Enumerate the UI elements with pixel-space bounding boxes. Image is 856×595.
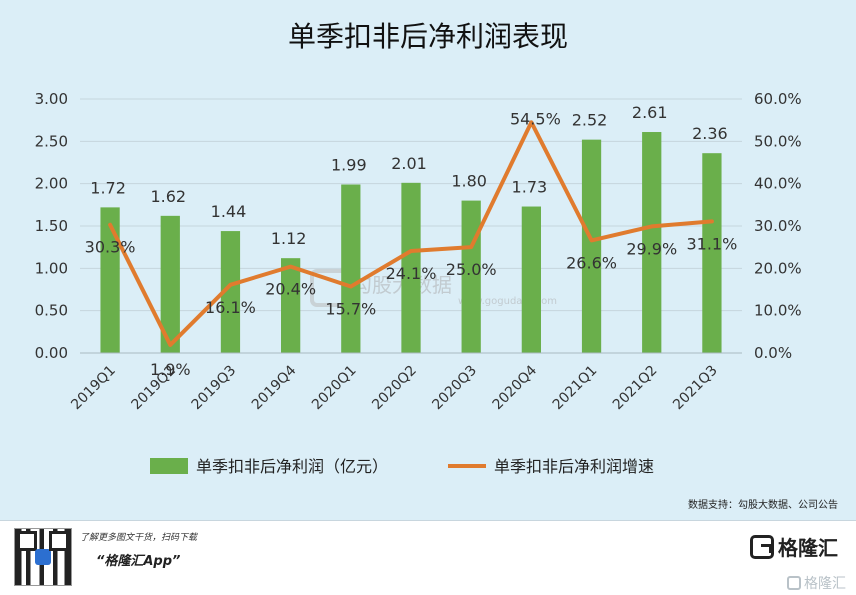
y2-tick-label: 30.0% bbox=[754, 217, 802, 235]
qr-code-icon bbox=[14, 528, 72, 586]
bar-value-label: 1.72 bbox=[90, 178, 126, 197]
bar-value-label: 2.01 bbox=[391, 154, 427, 173]
brand-watermark: 格隆汇 bbox=[787, 573, 846, 593]
bar bbox=[220, 231, 241, 353]
bar bbox=[281, 258, 301, 353]
bar bbox=[341, 184, 361, 353]
bar bbox=[401, 182, 421, 353]
x-tick-label: 2020Q3 bbox=[429, 363, 480, 414]
watermark-url: www.gogudata.com bbox=[458, 296, 557, 307]
chart-panel: 单季扣非后净利润表现 勾股大数据 www.gogudata.com 1.721.… bbox=[35, 20, 838, 511]
line-value-label: 54.5% bbox=[510, 109, 561, 128]
line-value-label: 15.7% bbox=[325, 300, 376, 319]
x-tick-label: 2021Q1 bbox=[550, 363, 601, 414]
bar-value-label: 1.62 bbox=[150, 187, 186, 206]
legend-swatch-bar bbox=[150, 458, 188, 474]
source-note: 数据支持：勾股大数据、公司公告 bbox=[688, 500, 838, 511]
bar bbox=[100, 207, 120, 353]
bar bbox=[160, 215, 180, 353]
chart-title: 单季扣非后净利润表现 bbox=[288, 20, 568, 53]
legend-layer: 单季扣非后净利润（亿元） 单季扣非后净利润增速 bbox=[150, 457, 654, 476]
bar-value-label: 1.99 bbox=[331, 156, 367, 175]
y-tick-label: 1.50 bbox=[35, 217, 68, 235]
y2-tick-label: 0.0% bbox=[754, 344, 792, 362]
y2-tick-label: 50.0% bbox=[754, 132, 802, 150]
chart-svg: 单季扣非后净利润表现 勾股大数据 www.gogudata.com 1.721.… bbox=[35, 20, 802, 476]
line-value-label: 20.4% bbox=[265, 280, 316, 299]
y-tick-label: 1.00 bbox=[35, 259, 68, 277]
brand-watermark-text: 格隆汇 bbox=[804, 576, 846, 592]
brand-logo-icon bbox=[750, 534, 774, 559]
line-value-label: 25.0% bbox=[446, 260, 497, 279]
y2-tick-label: 20.0% bbox=[754, 259, 802, 277]
x-tick-label: 2019Q4 bbox=[249, 362, 300, 413]
line-value-label: 31.1% bbox=[686, 234, 737, 253]
y-tick-label: 2.00 bbox=[35, 175, 68, 193]
brand-logo-text: 格隆汇 bbox=[778, 536, 838, 560]
x-tick-label: 2019Q3 bbox=[189, 363, 240, 414]
line-value-label: 24.1% bbox=[386, 264, 437, 283]
bars-layer bbox=[100, 132, 722, 353]
y-tick-label: 3.00 bbox=[35, 90, 68, 108]
x-tick-label: 2020Q4 bbox=[490, 362, 541, 413]
line-value-label: 26.6% bbox=[566, 253, 617, 272]
x-tick-label: 2021Q2 bbox=[610, 363, 661, 414]
y-tick-label: 0.00 bbox=[35, 344, 68, 362]
brand-watermark-icon bbox=[787, 576, 801, 590]
line-value-label: 30.3% bbox=[85, 238, 136, 257]
bar bbox=[521, 206, 541, 353]
bar-value-label: 1.73 bbox=[512, 178, 548, 197]
bar bbox=[642, 132, 662, 353]
line-value-label: 29.9% bbox=[626, 239, 677, 258]
bar-value-label: 1.44 bbox=[211, 202, 247, 221]
footer-tagline: 了解更多图文干货，扫码下载 bbox=[80, 533, 198, 543]
footer-app-name: “格隆汇App” bbox=[96, 554, 181, 569]
bar-value-label: 1.80 bbox=[451, 172, 487, 191]
y2-tick-label: 60.0% bbox=[754, 90, 802, 108]
legend-label-line: 单季扣非后净利润增速 bbox=[494, 457, 654, 476]
bar bbox=[702, 153, 722, 353]
legend-label-bar: 单季扣非后净利润（亿元） bbox=[196, 457, 388, 476]
line-layer bbox=[108, 120, 714, 347]
line-value-label: 1.9% bbox=[150, 360, 191, 379]
bar-value-label: 2.61 bbox=[632, 103, 668, 122]
labels-layer: 1.72 1.62 1.44 1.12 1.99 2.01 1.80 1.73 2.52 2.61… bbox=[85, 103, 738, 379]
bar-value-label: 2.36 bbox=[692, 124, 728, 143]
bar-value-label: 2.52 bbox=[572, 111, 608, 130]
x-tick-label: 2019Q1 bbox=[68, 363, 119, 414]
bar-value-label: 1.12 bbox=[271, 229, 307, 248]
y-tick-label: 2.50 bbox=[35, 132, 68, 150]
footer-bar: 了解更多图文干货，扫码下载 “格隆汇App” 格隆汇 格隆汇 bbox=[0, 520, 856, 595]
footer-divider bbox=[0, 520, 856, 521]
brand-logo: 格隆汇 bbox=[750, 532, 838, 561]
line-value-label: 16.1% bbox=[205, 298, 256, 317]
x-tick-label: 2020Q1 bbox=[309, 363, 360, 414]
y-tick-label: 0.50 bbox=[35, 302, 68, 320]
y2-tick-label: 40.0% bbox=[754, 175, 802, 193]
y2-tick-label: 10.0% bbox=[754, 302, 802, 320]
bar bbox=[581, 139, 602, 353]
x-tick-label: 2021Q3 bbox=[670, 363, 721, 414]
x-tick-label: 2020Q2 bbox=[369, 363, 420, 414]
